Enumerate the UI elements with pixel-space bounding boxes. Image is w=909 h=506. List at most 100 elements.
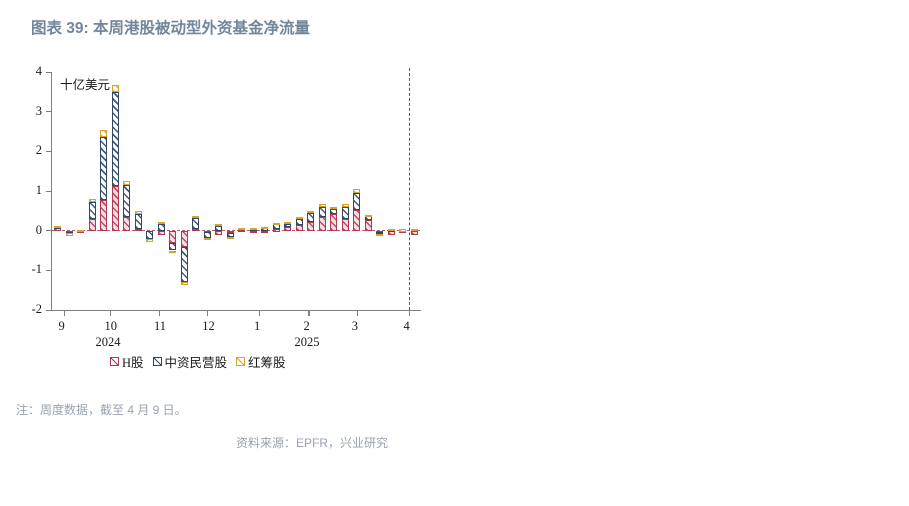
- chart-39-bar-segment-redchip: [192, 215, 200, 218]
- chart-39-year-2024: 2024: [95, 335, 121, 349]
- chart-39-bar-segment-h-share: [123, 216, 131, 231]
- chart-39-x-tick-label: 3: [351, 319, 358, 333]
- chart-39-bar-segment-redchip: [215, 223, 223, 227]
- chart-39-x-tick: [158, 310, 161, 316]
- chart-39-bar-segment-redchip: [203, 238, 211, 241]
- chart-39-bar-segment-redchip: [65, 233, 73, 236]
- chart-39-bar-segment-redchip: [54, 225, 62, 229]
- legend-label-private: 中资民营股: [164, 356, 228, 370]
- legend-swatch-icon-private: [152, 357, 162, 366]
- chart-39-zero-line: [52, 230, 420, 232]
- chart-39-bar-segment-private: [353, 192, 361, 211]
- chart-39-forecast-divider: [408, 68, 410, 310]
- chart-39-x-tick-label: 1: [254, 319, 261, 333]
- chart-39-x-tick: [109, 310, 111, 316]
- chart-39-bar-segment-redchip: [284, 221, 292, 225]
- chart-39-y-tick-label: 2: [35, 143, 42, 158]
- legend-swatch-icon-redchip: [236, 357, 246, 366]
- chart-39-x-tick-label: 12: [202, 319, 215, 333]
- chart-39-y-tick: [46, 309, 52, 311]
- chart-39-y-tick: [46, 230, 52, 232]
- chart-39-y-tick-label: 1: [35, 183, 42, 197]
- chart-39-bar-segment-private: [226, 232, 234, 237]
- chart-39-bar-segment-redchip: [387, 229, 395, 232]
- chart-39-bar-segment-redchip: [410, 228, 418, 231]
- chart-39-x-tick-label: 10: [104, 319, 118, 333]
- chart-39-bar-segment-redchip: [249, 228, 257, 231]
- chart-39-bar-segment-redchip: [364, 214, 372, 217]
- chart-39-bar-segment-h-share: [410, 230, 418, 236]
- legend-item-h-share[interactable]: H股: [110, 352, 144, 371]
- chart-39-bar-segment-private: [307, 213, 315, 222]
- chart-39-bar-segment-redchip: [307, 210, 315, 214]
- chart-39-y-tick-label: 3: [35, 103, 42, 118]
- chart-39-year-2025: 2025: [294, 335, 320, 349]
- chart-39-bar-segment-h-share: [100, 199, 108, 231]
- chart-39-bar-segment-redchip: [341, 203, 349, 207]
- chart-39-x-tick-label: 4: [403, 319, 410, 333]
- chart-39-bar-segment-private: [88, 202, 96, 219]
- chart-panel-right: 图表 40: 本周南向资金行业净流量 050100150200250300非必需…: [462, 0, 909, 459]
- chart-39-bar-segment-h-share: [180, 230, 188, 248]
- chart-39-x-tick: [63, 310, 65, 316]
- chart-39-y-tick: [46, 190, 52, 192]
- chart-39-x-tick: [308, 310, 310, 316]
- chart-39-y-tick-label: -1: [31, 262, 42, 277]
- legend-item-redchip[interactable]: 红筹股: [236, 352, 286, 371]
- chart-39-bar-segment-h-share: [54, 228, 62, 231]
- chart-39-note: 注：周度数据，截至 4 月 9 日。: [16, 403, 187, 417]
- chart-39-bar-segment-redchip: [100, 129, 108, 138]
- chart-39-x-tick-label: 11: [153, 319, 166, 333]
- chart-39-bar-segment-h-share: [215, 230, 223, 236]
- chart-39-bar-segment-h-share: [88, 218, 96, 231]
- chart-39-bar-segment-private: [341, 206, 349, 219]
- chart-39-y-tick-label: 0: [35, 222, 42, 237]
- chart-39-bar-segment-h-share: [192, 229, 200, 232]
- chart-39-bar-segment-private: [192, 217, 200, 230]
- chart-39-bar-segment-private: [203, 231, 211, 239]
- chart-39-bar-segment-redchip: [157, 221, 165, 225]
- chart-39-bar-segment-private: [123, 185, 131, 217]
- chart-39-bar-segment-private: [111, 91, 119, 187]
- chart-39-bar-segment-h-share: [157, 230, 165, 235]
- chart-39-bar-segment-redchip: [295, 216, 303, 219]
- chart-39-bar-segment-private: [180, 247, 188, 283]
- chart-39-bar-segment-private: [146, 231, 154, 240]
- chart-39-legend: H股 中资民营股 红筹股: [110, 352, 286, 371]
- chart-39-bar-segment-private: [295, 218, 303, 226]
- chart-39-bar-segment-private: [330, 209, 338, 214]
- page-title-chart-39: 图表 39: 本周港股被动型外资基金净流量: [31, 20, 311, 37]
- chart-39-bar-segment-private: [169, 242, 177, 251]
- chart-39-x-tick: [356, 310, 358, 316]
- chart-39-bar-segment-private: [157, 223, 165, 231]
- chart-39-bar-segment-redchip: [376, 234, 384, 237]
- chart-39-y-tick: [46, 150, 52, 152]
- chart-39-bar-segment-h-share: [353, 210, 361, 231]
- chart-39-bar-segment-private: [318, 206, 326, 218]
- legend-item-private[interactable]: 中资民营股: [152, 352, 228, 371]
- chart-39-bar-segment-redchip: [77, 229, 85, 233]
- chart-39-bar-segment-private: [376, 231, 384, 235]
- chart-39-y-tick-label: -2: [31, 302, 42, 316]
- legend-label-h-share: H股: [122, 356, 144, 370]
- chart-39-bar-segment-private: [134, 213, 142, 229]
- chart-39-bar-segment-redchip: [111, 85, 119, 92]
- chart-39-bar-segment-h-share: [307, 221, 315, 231]
- chart-39-bar-segment-redchip: [169, 250, 177, 253]
- chart-39-x-tick-label: 2: [303, 319, 310, 333]
- chart-39-bar-segment-h-share: [226, 230, 234, 233]
- chart-39-bar-segment-redchip: [261, 226, 269, 229]
- chart-39-bar-segment-h-share: [341, 218, 349, 231]
- chart-39-bar-segment-redchip: [330, 206, 338, 210]
- chart-39-bar-segment-h-share: [169, 230, 177, 243]
- chart-39-bar-segment-h-share: [295, 225, 303, 231]
- chart-39-x-tick: [259, 310, 261, 316]
- chart-39-plot-area: -2 -1 0 1 2 3 4 9 10 11 12 1 2 3 4: [32, 64, 421, 333]
- legend-label-redchip: 红筹股: [248, 356, 286, 370]
- chart-panel-left: 图表 39: 本周港股被动型外资基金净流量 -2 -1 0 1 2 3 4 9 10 11 12 1 2…: [0, 0, 462, 459]
- chart-39-y-tick-label: 4: [35, 64, 42, 78]
- chart-39-bar-segment-redchip: [399, 229, 407, 232]
- chart-39-source: 资料来源：EPFR，兴业研究: [236, 436, 389, 450]
- chart-39-bar-segment-h-share: [111, 186, 119, 231]
- chart-39-bar-segment-redchip: [134, 211, 142, 214]
